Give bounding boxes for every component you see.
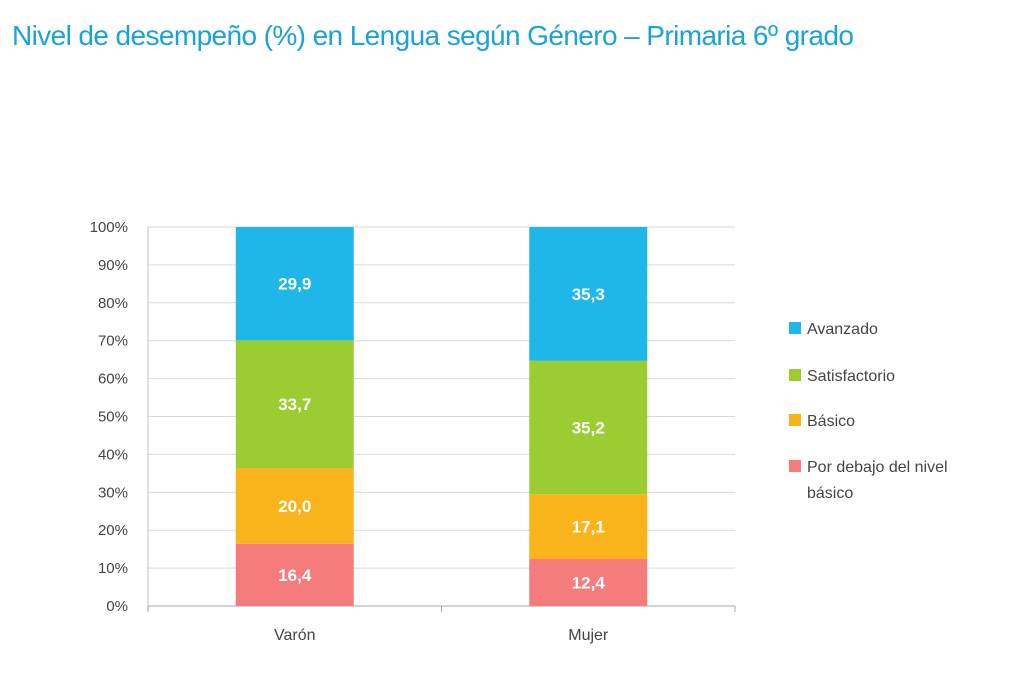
legend-label: Avanzado — [807, 321, 878, 338]
y-tick-label: 10% — [98, 560, 128, 577]
bar-segment — [235, 340, 354, 469]
legend-label: básico — [807, 485, 853, 502]
y-tick-label: 90% — [98, 257, 128, 274]
y-tick-label: 50% — [98, 409, 128, 426]
chart-title: Nivel de desempeño (%) en Lengua según G… — [12, 20, 854, 51]
y-tick-label: 80% — [98, 295, 128, 312]
data-label: 35,2 — [572, 418, 605, 437]
data-label: 33,7 — [278, 395, 311, 414]
bar-segment — [235, 543, 354, 606]
data-label: 17,1 — [572, 518, 605, 537]
legend-swatch — [789, 369, 801, 381]
x-category-label: Mujer — [568, 627, 609, 644]
y-tick-label: 70% — [98, 333, 128, 350]
data-label: 20,0 — [278, 497, 311, 516]
x-category-label: Varón — [274, 627, 316, 644]
data-label: 29,9 — [278, 275, 311, 294]
bar-segment — [529, 227, 648, 361]
bar-segment — [529, 360, 648, 495]
data-label: 16,4 — [278, 566, 312, 585]
legend-swatch — [789, 414, 801, 426]
legend-swatch — [789, 460, 801, 472]
data-label: 35,3 — [572, 285, 605, 304]
legend-swatch — [789, 322, 801, 334]
legend-label: Satisfactorio — [807, 368, 895, 385]
y-tick-label: 0% — [106, 598, 128, 615]
y-tick-label: 30% — [98, 484, 128, 501]
bar-segment — [529, 559, 648, 606]
legend-label: Por debajo del nivel — [807, 459, 948, 476]
data-label: 12,4 — [572, 574, 606, 593]
bar-segment — [235, 468, 354, 544]
y-tick-label: 40% — [98, 446, 128, 463]
bar-segment — [235, 227, 354, 341]
y-tick-label: 60% — [98, 371, 128, 388]
bar-segment — [529, 494, 648, 560]
legend-label: Básico — [807, 413, 855, 430]
y-tick-label: 20% — [98, 522, 128, 539]
y-tick-label: 100% — [90, 219, 128, 236]
